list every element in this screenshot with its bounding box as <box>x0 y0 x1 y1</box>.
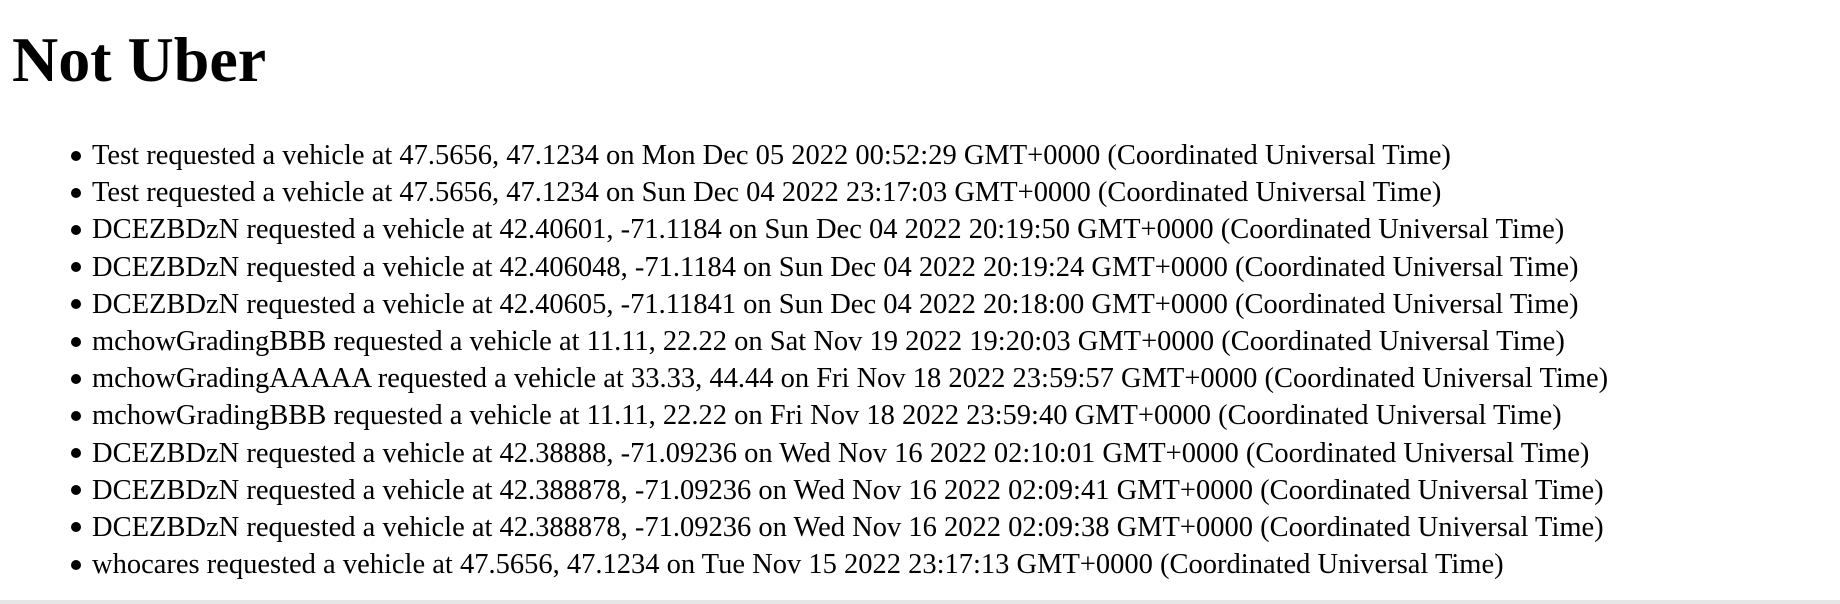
bullet-icon <box>71 410 81 421</box>
request-text: Test requested a vehicle at 47.5656, 47.… <box>92 140 1451 171</box>
list-item: DCEZBDzN requested a vehicle at 42.40604… <box>71 249 1608 286</box>
list-item: DCEZBDzN requested a vehicle at 42.40601… <box>71 211 1608 248</box>
page-title: Not Uber <box>12 24 267 95</box>
bullet-icon <box>71 373 81 384</box>
request-text: DCEZBDzN requested a vehicle at 42.40604… <box>92 251 1579 283</box>
bullet-icon <box>71 522 81 533</box>
bullet-icon <box>71 448 81 459</box>
request-text: mchowGradingAAAAA requested a vehicle at… <box>92 363 1609 395</box>
request-text: Test requested a vehicle at 47.5656, 47.… <box>92 177 1442 209</box>
request-text: DCEZBDzN requested a vehicle at 42.38887… <box>92 474 1604 506</box>
request-text: DCEZBDzN requested a vehicle at 42.38888… <box>92 437 1590 469</box>
bullet-icon <box>71 485 81 496</box>
request-text: DCEZBDzN requested a vehicle at 42.40601… <box>92 214 1565 246</box>
request-text: whocares requested a vehicle at 47.5656,… <box>92 549 1504 581</box>
request-text: mchowGradingBBB requested a vehicle at 1… <box>92 400 1562 432</box>
bullet-icon <box>71 299 81 310</box>
bullet-icon <box>71 187 81 198</box>
list-item: mchowGradingBBB requested a vehicle at 1… <box>71 323 1608 360</box>
list-item: DCEZBDzN requested a vehicle at 42.40605… <box>71 286 1608 323</box>
bullet-icon <box>71 559 81 570</box>
bullet-icon <box>71 336 81 347</box>
list-item: mchowGradingBBB requested a vehicle at 1… <box>71 397 1608 434</box>
bullet-icon <box>71 262 81 273</box>
list-item: Test requested a vehicle at 47.5656, 47.… <box>71 174 1608 211</box>
request-text: mchowGradingBBB requested a vehicle at 1… <box>92 325 1565 357</box>
list-item: whocares requested a vehicle at 47.5656,… <box>71 546 1608 583</box>
window-bottom-divider <box>0 600 1840 604</box>
list-item: DCEZBDzN requested a vehicle at 42.38888… <box>71 435 1608 472</box>
list-item: Test requested a vehicle at 47.5656, 47.… <box>71 137 1608 174</box>
list-item: DCEZBDzN requested a vehicle at 42.38887… <box>71 509 1608 546</box>
request-text: DCEZBDzN requested a vehicle at 42.38887… <box>92 511 1604 543</box>
request-text: DCEZBDzN requested a vehicle at 42.40605… <box>92 288 1579 320</box>
bullet-icon <box>71 150 81 161</box>
list-item: mchowGradingAAAAA requested a vehicle at… <box>71 360 1609 397</box>
list-item: DCEZBDzN requested a vehicle at 42.38887… <box>71 472 1608 509</box>
vehicle-request-list: Test requested a vehicle at 47.5656, 47.… <box>0 137 1608 583</box>
bullet-icon <box>71 224 81 235</box>
